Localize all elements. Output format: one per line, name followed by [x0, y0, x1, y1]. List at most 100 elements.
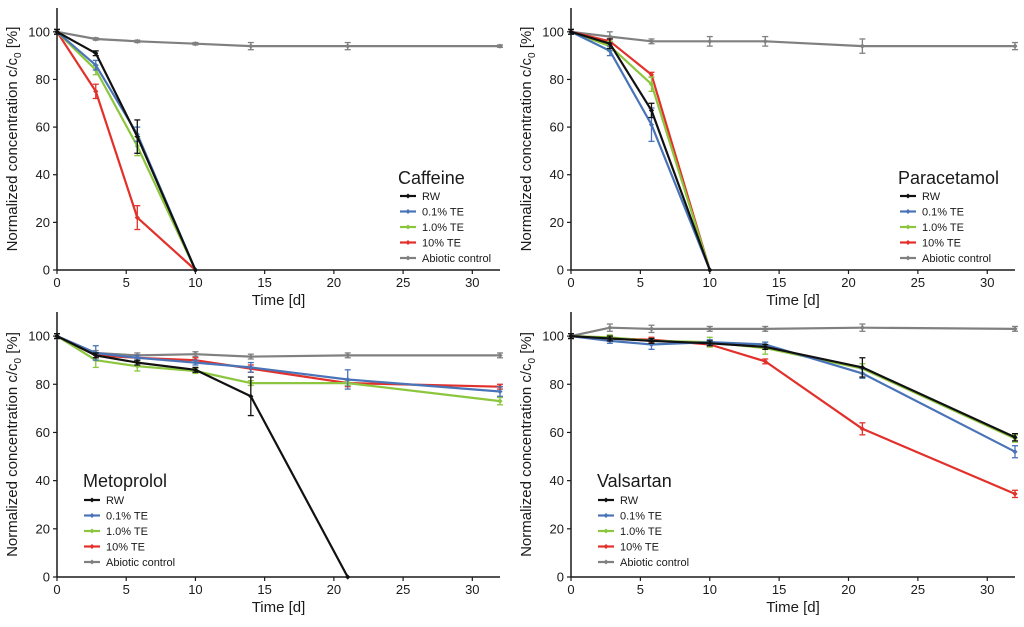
chart-3-y-tick-label: 40: [36, 473, 50, 488]
chart-2-data-point: [1012, 43, 1018, 49]
chart-1-data-point: [93, 36, 99, 42]
chart-4-legend-label: 0.1% TE: [620, 511, 662, 523]
chart-1-y-tick-label: 0: [43, 263, 50, 278]
chart-3-legend-marker: [89, 528, 95, 534]
chart-1-series-abiotic-control: [54, 28, 503, 51]
chart-4-title: Valsartan: [597, 471, 672, 491]
chart-3-x-tick-label: 5: [123, 582, 130, 597]
chart-4-legend-marker: [603, 559, 609, 565]
chart-4-data-point: [1012, 434, 1018, 440]
chart-1-x-tick-label: 5: [123, 275, 130, 290]
chart-4-y-tick-label: 0: [557, 570, 564, 585]
chart-3-series-rw: [54, 333, 351, 580]
chart-3-legend-label: 1.0% TE: [106, 526, 148, 538]
chart-3-x-tick-label: 0: [53, 582, 60, 597]
chart-3-data-point: [345, 352, 351, 358]
chart-1-data-point: [345, 43, 351, 49]
chart-1-data-point: [134, 215, 140, 221]
chart-4-y-tick-label: 40: [550, 473, 564, 488]
chart-3-data-point: [497, 388, 503, 395]
chart-1-legend-marker: [405, 240, 411, 245]
chart-4-data-point: [1012, 491, 1018, 497]
chart-4-valsartan: 0 20 40 60 80 100 0 5 10 15 20 25 30 Time [d] Normaliz…: [518, 312, 1018, 616]
chart-1-legend-item-10pct-te: 10% TE: [400, 238, 461, 250]
chart-1-data-point: [192, 267, 199, 273]
chart-3-legend-item-1-0pct-te: 1.0% TE: [84, 526, 148, 538]
chart-3-data-point: [248, 393, 254, 399]
chart-1-legend-label: 0.1% TE: [422, 207, 464, 219]
chart-2-legend-label: RW: [922, 191, 941, 203]
chart-4-legend-marker: [603, 513, 609, 518]
chart-4-data-point: [648, 341, 655, 348]
chart-1-legend-marker: [405, 255, 411, 261]
chart-1-caffeine: 0 20 40 60 80 100 0 5 10 15 20 25 30 Time [d] Normaliz…: [4, 8, 503, 309]
chart-2-y-tick-label: 0: [557, 263, 564, 278]
chart-2-data-point: [648, 72, 655, 78]
chart-2-legend-item-0-1pct-te: 0.1% TE: [900, 207, 964, 219]
chart-4-series-rw: [568, 333, 1018, 442]
chart-3-data-point: [248, 353, 254, 360]
chart-4-legend-marker: [603, 544, 609, 549]
chart-2-data-point: [568, 29, 574, 35]
chart-2-y-tick-label: 100: [542, 24, 564, 39]
chart-2-legend-item-1-0pct-te: 1.0% TE: [900, 222, 964, 234]
chart-1-series-10pct-te: [54, 28, 199, 273]
chart-4-y-axis-title: Normalized concentration c/c0 [%]: [518, 332, 538, 557]
chart-4-y-tick-label: 100: [542, 329, 564, 344]
chart-2-legend-item-10pct-te: 10% TE: [900, 238, 961, 250]
chart-1-x-tick-label: 30: [465, 275, 479, 290]
chart-4-x-tick-label: 15: [772, 582, 786, 597]
chart-3-data-point: [192, 351, 199, 357]
chart-2-series-abiotic-control: [568, 28, 1018, 54]
chart-1-x-tick-label: 0: [53, 275, 60, 290]
chart-3-title: Metoprolol: [83, 471, 167, 491]
chart-3-legend-marker: [89, 544, 95, 549]
chart-1-y-tick-label: 80: [36, 72, 50, 87]
chart-4-data-point: [607, 335, 613, 342]
chart-1-title: Caffeine: [398, 168, 465, 188]
chart-2-series-line-abiotic-control: [570, 30, 1015, 48]
chart-1-legend-label: RW: [422, 191, 441, 203]
chart-3-y-tick-label: 80: [36, 377, 50, 392]
chart-4-data-point: [859, 426, 865, 432]
chart-1-legend-label: 1.0% TE: [422, 222, 464, 234]
chart-3-legend-marker: [89, 559, 95, 565]
chart-3-data-point: [134, 359, 140, 366]
chart-4-data-point: [607, 325, 613, 331]
chart-4-data-point: [762, 344, 768, 350]
chart-4-legend-item-10pct-te: 10% TE: [598, 542, 659, 554]
chart-3-x-tick-label: 25: [396, 582, 410, 597]
chart-3-y-tick-label: 100: [28, 329, 50, 344]
chart-2-y-tick-label: 80: [550, 72, 564, 87]
chart-1-y-tick-label: 100: [28, 24, 50, 39]
chart-3-data-point: [248, 364, 254, 371]
chart-4-legend-item-0-1pct-te: 0.1% TE: [598, 511, 662, 523]
chart-4-legend-marker: [603, 528, 609, 534]
chart-2-x-tick-label: 25: [911, 275, 925, 290]
chart-3-legend-label: Abiotic control: [106, 557, 175, 569]
chart-2-series-rw: [568, 28, 713, 273]
chart-4-x-tick-label: 25: [911, 582, 925, 597]
chart-2-legend-label: 0.1% TE: [922, 207, 964, 219]
chart-4-legend-label: 10% TE: [620, 542, 659, 554]
chart-4-data-point: [707, 326, 713, 332]
chart-1-data-point: [134, 38, 140, 44]
chart-2-data-point: [648, 122, 655, 128]
chart-2-series-line-10pct-te: [570, 30, 711, 271]
chart-1-x-tick-label: 20: [327, 275, 341, 290]
chart-3-legend-item-10pct-te: 10% TE: [84, 542, 145, 554]
chart-4-data-point: [568, 333, 574, 339]
chart-2-legend-label: Abiotic control: [922, 253, 991, 265]
chart-1-legend-label: 10% TE: [422, 238, 461, 250]
chart-3-metoprolol: 0 20 40 60 80 100 0 5 10 15 20 25 30 Time [d] Normaliz…: [4, 312, 503, 616]
chart-1-legend-item-abiotic-control: Abiotic control: [400, 253, 491, 265]
chart-1-x-tick-label: 10: [188, 275, 202, 290]
chart-4-legend-item-rw: RW: [598, 495, 639, 507]
chart-4-y-tick-label: 60: [550, 425, 564, 440]
chart-4-data-point: [648, 326, 655, 332]
chart-3-legend-marker: [89, 513, 95, 518]
chart-3-series-1-0pct-te: [54, 333, 503, 406]
chart-3-legend-label: 0.1% TE: [106, 511, 148, 523]
chart-1-legend: RW 0.1% TE 1.0% TE 10% TE Abiotic control: [400, 191, 491, 265]
chart-2-legend-marker: [905, 209, 911, 214]
